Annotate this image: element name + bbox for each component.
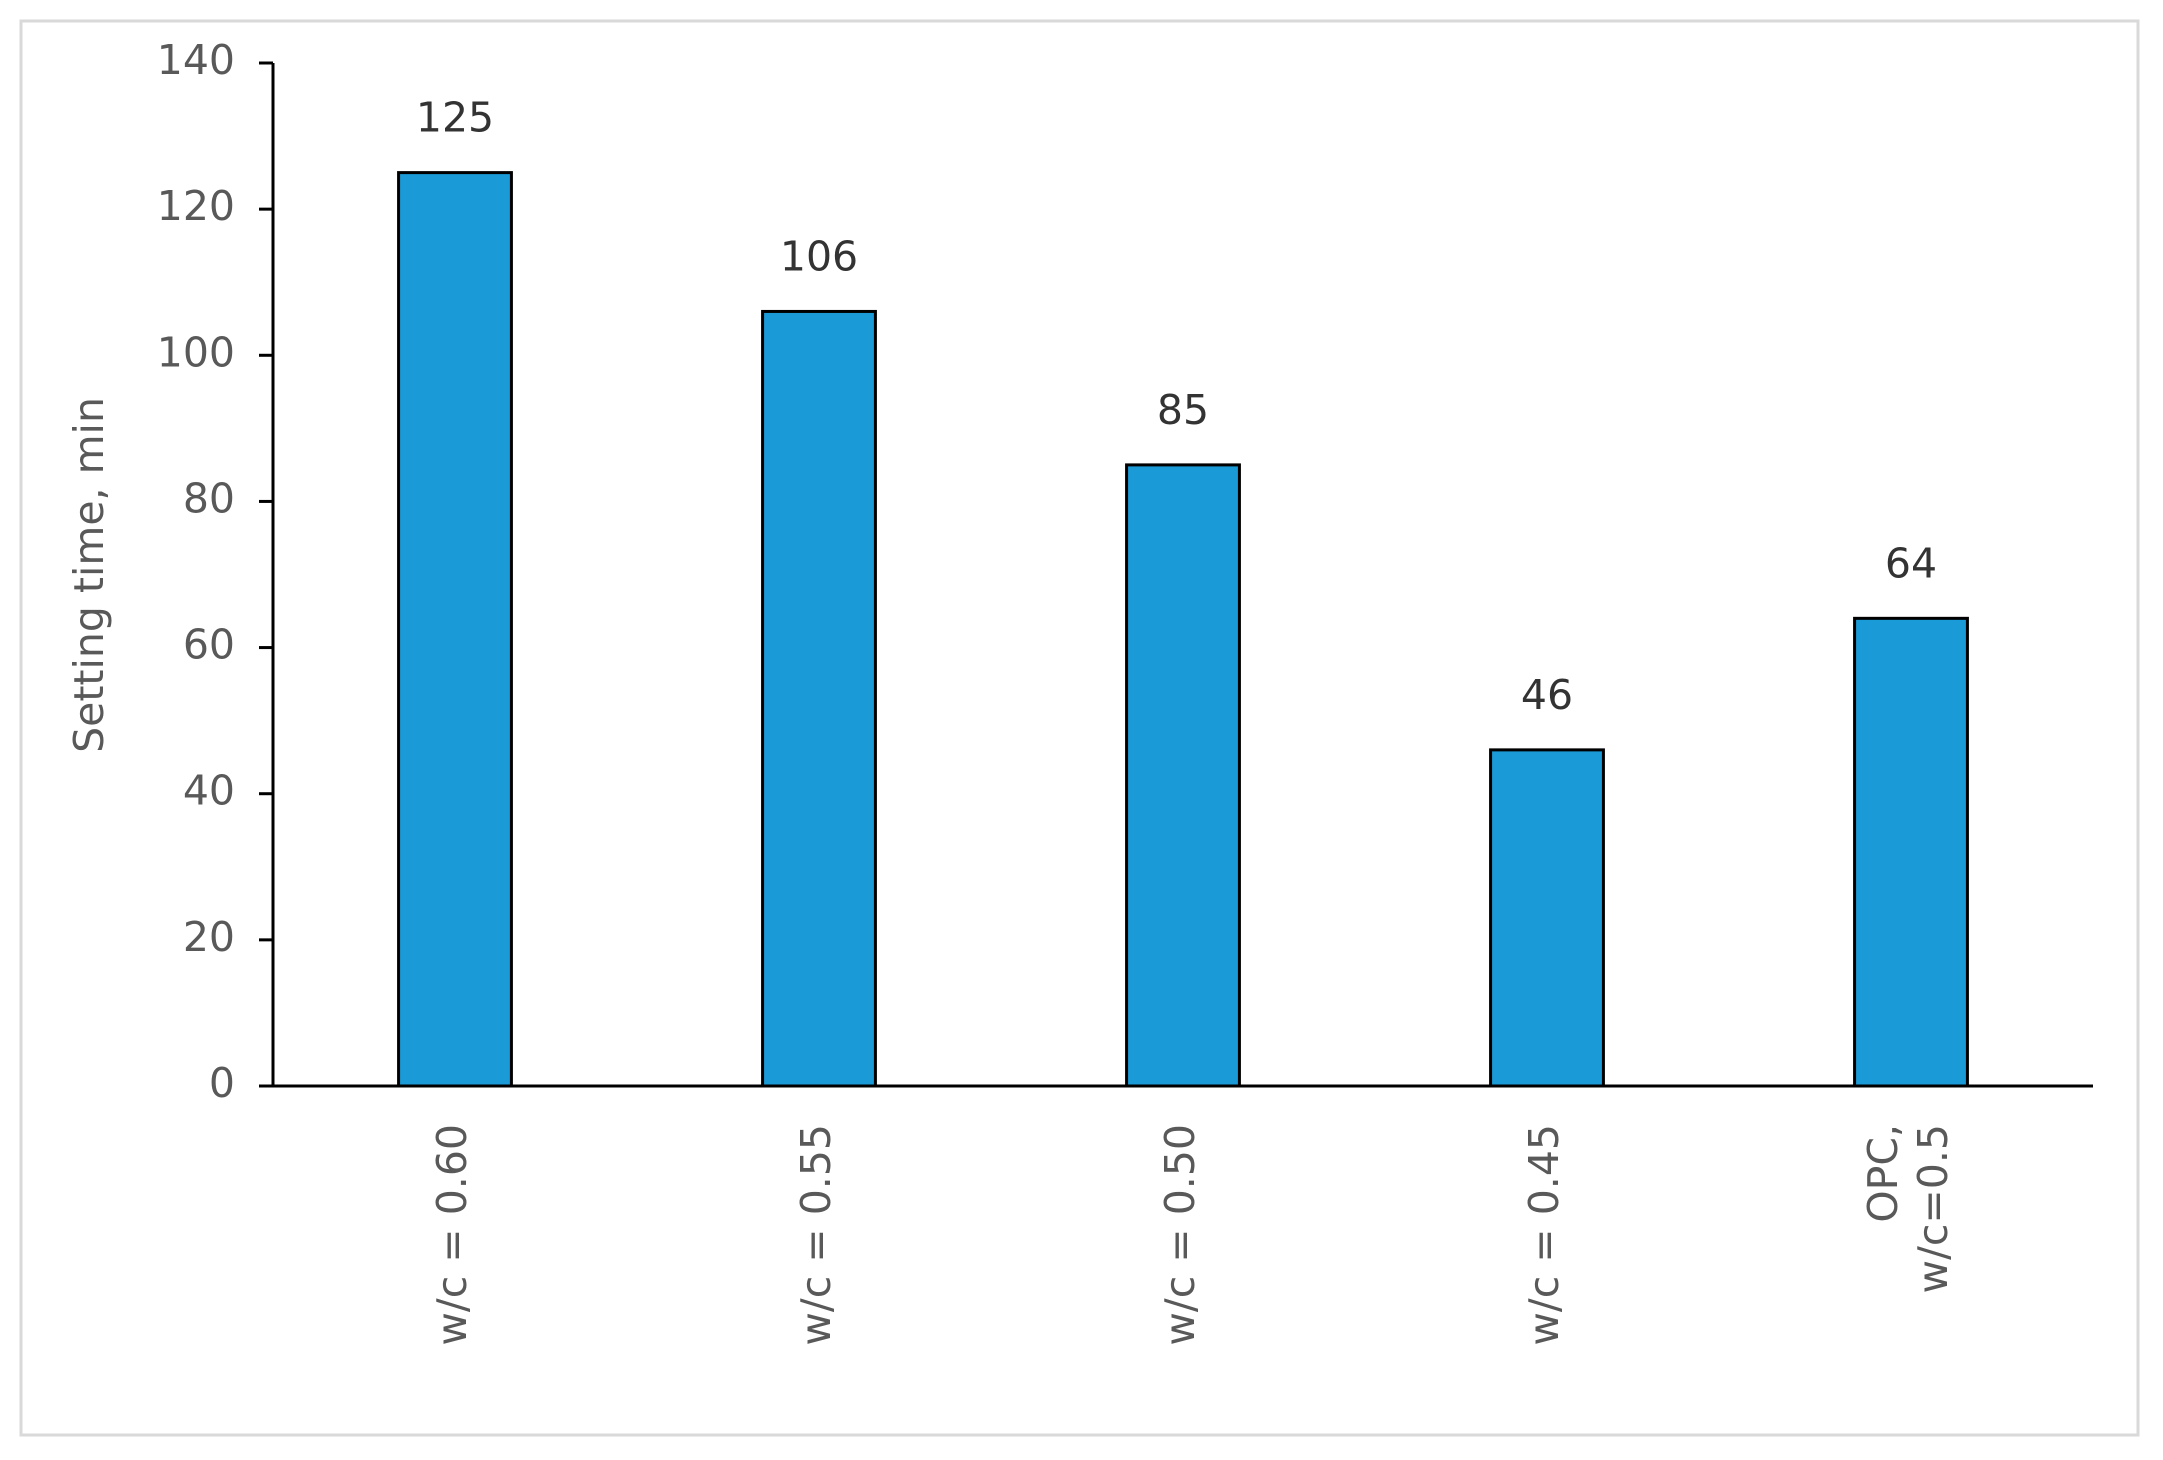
y-tick-label: 120 <box>157 182 235 230</box>
bar <box>1853 616 1969 1088</box>
x-tick-label: w/c = 0.60 <box>428 1124 476 1346</box>
y-tick-label: 60 <box>183 621 235 669</box>
x-tick-label: w/c = 0.45 <box>1520 1124 1568 1346</box>
bar <box>397 171 513 1088</box>
value-label: 46 <box>1521 671 1573 719</box>
y-tick-label: 80 <box>183 474 235 522</box>
y-tick-label: 140 <box>157 36 235 84</box>
y-tick-label: 100 <box>157 328 235 376</box>
bar <box>761 309 877 1088</box>
x-tick-label: w/c = 0.50 <box>1156 1124 1204 1346</box>
bar <box>1489 748 1605 1088</box>
bar <box>1125 463 1241 1088</box>
value-label: 125 <box>416 94 494 142</box>
value-label: 64 <box>1885 539 1937 587</box>
chart-frame <box>19 19 2140 1437</box>
x-tick-label: w/c = 0.55 <box>792 1124 840 1346</box>
y-axis-label: Setting time, min <box>65 397 113 753</box>
x-tick-label: OPC,w/c=0.5 <box>1859 1124 1957 1293</box>
value-label: 106 <box>780 232 858 280</box>
y-tick-label: 40 <box>183 767 235 815</box>
value-label: 85 <box>1157 386 1209 434</box>
y-tick-label: 0 <box>209 1059 235 1107</box>
y-tick-label: 20 <box>183 913 235 961</box>
